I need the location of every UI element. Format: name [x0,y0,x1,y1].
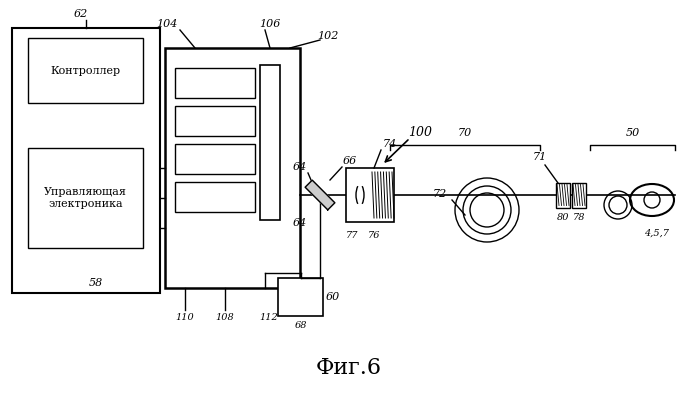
Text: 104: 104 [156,19,178,29]
Text: 76: 76 [368,232,380,240]
Text: 102: 102 [318,31,339,41]
Text: 112: 112 [260,314,279,322]
Text: 62: 62 [74,9,88,19]
Text: 106: 106 [260,19,281,29]
Text: 64: 64 [293,162,307,172]
Text: Фиг.6: Фиг.6 [316,357,382,379]
Bar [278,278,323,316]
Text: 108: 108 [216,314,235,322]
Bar [28,148,143,248]
Bar [572,183,586,208]
Text: Управляющая
электроника: Управляющая электроника [44,187,127,209]
Bar [28,38,143,103]
Text: Контроллер: Контроллер [50,65,121,76]
Text: 78: 78 [573,213,585,222]
Bar [175,68,255,98]
Bar [165,48,300,288]
Text: 66: 66 [343,156,357,166]
Bar [556,183,570,208]
Text: 74: 74 [383,139,397,149]
Text: 100: 100 [408,126,432,139]
Text: 72: 72 [433,189,447,199]
Text: 4,5,7: 4,5,7 [644,228,669,238]
Text: 80: 80 [557,213,570,222]
Text: 70: 70 [458,128,472,138]
Bar [175,144,255,174]
Polygon shape [305,180,335,210]
Text: 110: 110 [176,314,194,322]
Bar [175,182,255,212]
Text: 68: 68 [295,322,306,331]
Text: 58: 58 [89,278,103,288]
Text: 50: 50 [625,128,639,138]
Bar [12,28,160,293]
Bar [260,65,280,220]
Bar [175,106,255,136]
Text: 60: 60 [326,292,340,302]
Text: 71: 71 [533,152,547,162]
Bar [346,168,394,222]
Text: 64: 64 [293,218,307,228]
Text: 77: 77 [346,232,358,240]
